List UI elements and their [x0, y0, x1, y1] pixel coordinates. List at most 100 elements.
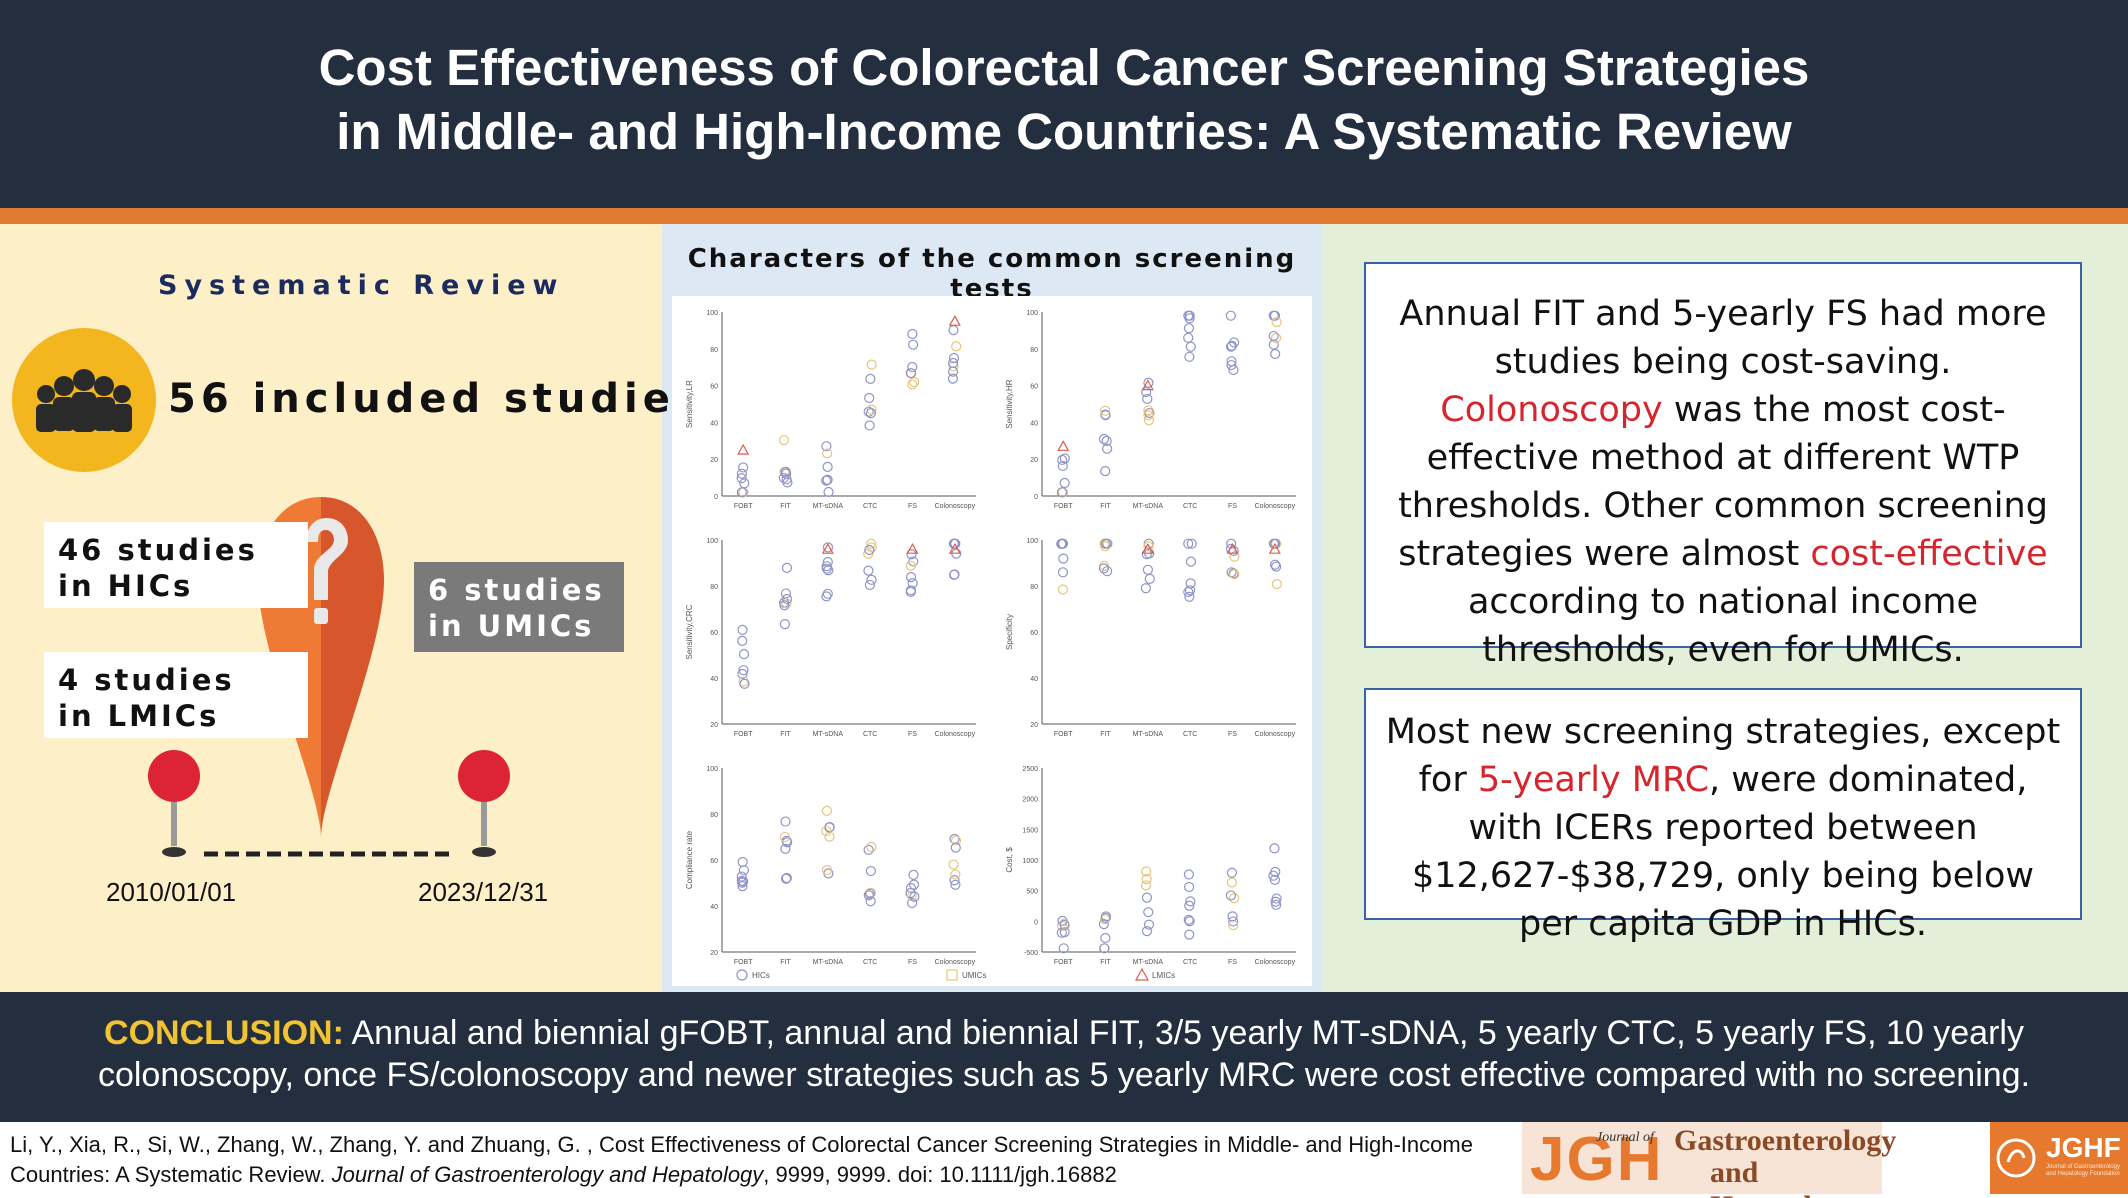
data-point — [1057, 584, 1068, 595]
data-point — [864, 544, 875, 556]
data-point — [1184, 313, 1195, 324]
data-point — [1101, 435, 1112, 447]
y-tick-label: 20 — [1030, 722, 1038, 729]
y-tick-label: 40 — [710, 676, 718, 683]
data-point — [738, 462, 749, 473]
y-tick-label: 0 — [1034, 494, 1038, 501]
data-point — [1059, 477, 1070, 489]
data-point — [1226, 867, 1238, 878]
x-tick-label: FS — [1228, 731, 1237, 738]
y-tick-label: 60 — [710, 858, 718, 865]
data-point — [1059, 453, 1070, 464]
legend-hic-marker — [736, 969, 748, 981]
data-point — [947, 373, 959, 384]
x-tick-label: FS — [1228, 959, 1237, 966]
data-point — [1100, 409, 1111, 420]
x-tick-label: FOBT — [1054, 959, 1073, 966]
data-point — [864, 579, 875, 591]
data-point-lmic — [1268, 542, 1281, 554]
data-point — [950, 869, 961, 880]
data-point — [779, 600, 790, 611]
data-point-lmic — [948, 542, 961, 554]
jghf-emblem-icon — [1996, 1138, 2036, 1178]
y-tick-label: 40 — [710, 420, 718, 427]
data-point — [1229, 551, 1240, 562]
data-point — [947, 366, 959, 377]
data-point-lmic — [821, 542, 834, 554]
data-point — [780, 843, 791, 854]
data-point — [780, 873, 792, 884]
data-point — [739, 678, 750, 689]
data-point — [821, 805, 832, 816]
data-point — [864, 392, 875, 404]
x-tick-label: Colonoscopy — [1255, 731, 1296, 738]
data-point — [1269, 874, 1281, 886]
end-pin-icon — [458, 750, 510, 857]
conclusion-banner: CONCLUSION: Annual and biennial gFOBT, a… — [0, 992, 2128, 1122]
y-tick-label: 100 — [1026, 538, 1038, 545]
data-point — [1100, 911, 1112, 922]
data-point — [1143, 919, 1155, 930]
data-point — [1183, 332, 1194, 343]
x-tick-label: CTC — [863, 503, 877, 510]
conclusion-text: Annual and biennial gFOBT, annual and bi… — [97, 1014, 2031, 1094]
data-point — [864, 420, 875, 431]
data-point-lmic — [948, 314, 961, 326]
data-point — [822, 588, 833, 599]
data-point — [778, 435, 790, 446]
legend-label: HICs — [752, 971, 770, 980]
data-point — [907, 361, 918, 373]
data-point — [865, 865, 876, 877]
data-point — [950, 538, 961, 549]
data-point — [737, 635, 748, 647]
data-point — [1141, 892, 1153, 903]
x-tick-label: FOBT — [1054, 503, 1073, 510]
timeline — [148, 750, 510, 857]
data-point — [947, 357, 959, 369]
data-point — [948, 859, 959, 870]
y-tick-label: 80 — [710, 812, 718, 819]
x-tick-label: CTC — [863, 731, 877, 738]
lmic-studies-label: 4 studies in LMICs — [44, 652, 308, 738]
scatter-plot-grid: Sensitivity,LR 100 80 60 40 20 0 FOBT FIT MT-sDNA… — [672, 296, 1312, 986]
data-point — [1183, 538, 1194, 549]
y-axis-label: Sensitivity,LR — [685, 380, 694, 428]
data-point — [1225, 310, 1236, 321]
data-point — [948, 361, 959, 372]
y-tick-label: 100 — [706, 310, 718, 317]
data-point — [866, 841, 877, 853]
data-point — [779, 831, 791, 843]
data-point — [908, 879, 920, 890]
x-tick-label: FS — [908, 731, 917, 738]
end-date: 2023/12/31 — [418, 877, 549, 907]
data-point — [781, 597, 792, 609]
data-point — [1268, 310, 1279, 321]
data-point-lmic — [737, 443, 750, 455]
data-point — [1143, 907, 1154, 918]
data-point — [1141, 386, 1152, 398]
data-point — [1058, 553, 1069, 564]
y-tick-label: 2500 — [1022, 766, 1038, 773]
data-point — [1056, 538, 1067, 550]
data-point — [1225, 890, 1237, 901]
data-point — [907, 328, 918, 340]
data-point — [948, 352, 960, 364]
umic-studies-label: 6 studies in UMICs — [414, 562, 624, 652]
data-point — [948, 324, 959, 336]
y-tick-label: 0 — [1034, 919, 1038, 926]
hic-studies-label: 46 studies in HICs — [44, 522, 308, 608]
x-tick-label: MT-sDNA — [813, 503, 844, 510]
data-point — [737, 880, 748, 892]
y-tick-label: 80 — [1030, 347, 1038, 354]
data-point — [1227, 911, 1238, 922]
data-point — [1143, 541, 1154, 552]
data-point — [822, 542, 834, 553]
data-point — [1141, 866, 1152, 877]
x-tick-label: FOBT — [734, 959, 753, 966]
title-line-1: Cost Effectiveness of Colorectal Cancer … — [318, 39, 1810, 96]
highlight-mrc: 5-yearly MRC — [1477, 760, 1710, 800]
data-point-lmic — [906, 542, 919, 554]
data-point — [1100, 538, 1111, 549]
page-title: Cost Effectiveness of Colorectal Cancer … — [0, 36, 2128, 164]
data-point — [1143, 410, 1154, 421]
